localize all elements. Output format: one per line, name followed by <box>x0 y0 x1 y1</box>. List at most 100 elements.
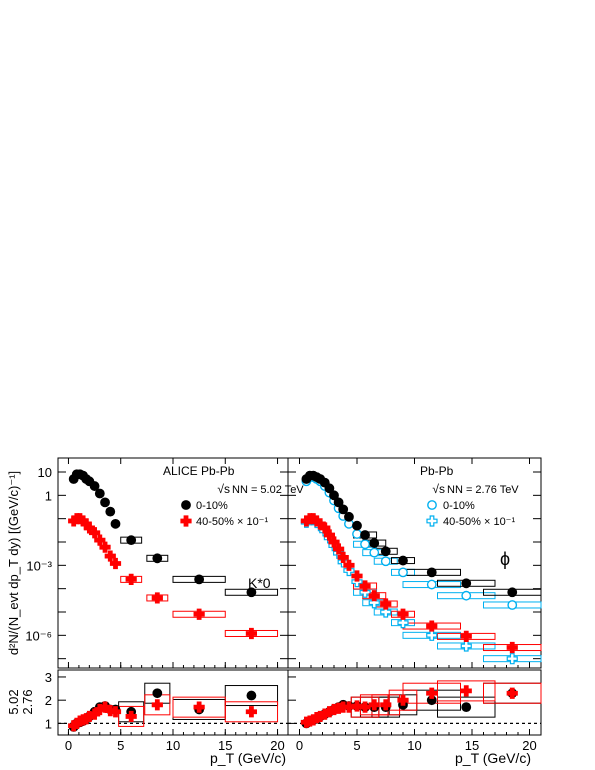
ratio-tick-label: 1 <box>45 716 52 731</box>
sys-box <box>483 682 542 704</box>
sys-box <box>118 705 145 727</box>
filled-cross-marker <box>380 699 392 711</box>
filled-cross-marker <box>88 708 101 720</box>
filled-circle-marker <box>398 555 408 566</box>
filled-cross-marker <box>245 627 258 640</box>
filled-cross-marker <box>125 710 137 723</box>
filled-circle-marker <box>507 587 518 598</box>
filled-cross-marker <box>380 598 392 610</box>
ratio-title-bottom: 2.76 <box>20 689 35 714</box>
data-markers <box>68 469 518 732</box>
filled-cross-marker <box>460 630 472 643</box>
open-cross-marker <box>426 629 438 641</box>
systematic-boxes <box>118 531 542 727</box>
x-tick-label: 10 <box>166 738 180 753</box>
open-circle-marker <box>380 556 391 567</box>
open-circle-marker <box>352 529 362 539</box>
filled-cross-marker <box>343 701 355 713</box>
filled-circle-marker <box>110 518 121 529</box>
filled-circle-marker <box>329 490 339 501</box>
filled-cross-marker <box>351 700 363 712</box>
filled-cross-marker <box>397 694 409 706</box>
open-cross-marker <box>397 617 409 629</box>
filled-cross-marker <box>368 590 380 602</box>
y-tick-label: 1 <box>45 488 52 503</box>
filled-cross-marker <box>333 543 345 555</box>
filled-circle-marker <box>344 511 354 522</box>
open-cross-marker <box>426 515 438 527</box>
filled-circle-marker <box>246 690 257 701</box>
open-circle-marker <box>398 567 408 578</box>
filled-circle-marker <box>89 481 100 491</box>
open-cross-marker <box>460 640 472 652</box>
x-axis-title: p_T (GeV/c) <box>455 750 531 766</box>
x-tick-label: 15 <box>218 738 232 753</box>
x-tick-label: 0 <box>296 738 303 753</box>
filled-circle-marker <box>426 567 437 578</box>
filled-circle-marker <box>152 688 163 699</box>
filled-circle-marker <box>352 520 362 531</box>
x-tick-label: 5 <box>353 738 360 753</box>
filled-cross-marker <box>359 701 371 713</box>
x-tick-label: 5 <box>117 738 124 753</box>
sys-box <box>437 696 496 718</box>
open-cross-marker <box>380 606 392 618</box>
x-tick-label: 0 <box>65 738 72 753</box>
filled-cross-marker <box>426 620 438 632</box>
y-tick-label: 10⁻⁶ <box>25 628 52 643</box>
open-circle-marker <box>369 547 380 558</box>
y-tick-label: 10⁻³ <box>26 558 52 573</box>
open-circle-marker <box>461 590 472 601</box>
ratio-tick-label: 2 <box>45 693 52 708</box>
filled-cross-marker <box>104 550 116 562</box>
text-labels: 0 5 10 15 20 0 5 10 15 20 10 1 10⁻³ 10⁻⁶ 1 2 3 d²N/(N_evt… <box>6 464 537 766</box>
filled-circle-marker <box>246 587 257 598</box>
filled-cross-marker <box>359 580 371 592</box>
x-tick-label: 15 <box>465 738 479 753</box>
filled-circle-marker <box>105 506 116 517</box>
legend-entry: 0-10% <box>443 500 475 512</box>
particle-label: ϕ <box>500 549 510 569</box>
open-circle-marker <box>360 539 370 550</box>
x-tick-label: 10 <box>407 738 421 753</box>
filled-cross-marker <box>343 559 355 571</box>
filled-circle-marker <box>461 578 472 589</box>
ratio-frame-1 <box>287 669 542 736</box>
x-tick-label: 20 <box>522 738 536 753</box>
legend-entry: 0-10% <box>196 500 228 512</box>
filled-cross-marker <box>351 570 363 582</box>
filled-cross-marker <box>426 687 438 699</box>
filled-circle-marker <box>380 546 391 557</box>
open-circle-marker <box>426 579 437 590</box>
sys-box <box>437 680 496 702</box>
filled-circle-marker <box>152 553 163 564</box>
panel-header: ALICE Pb-Pb <box>163 464 235 478</box>
axes <box>57 457 542 736</box>
sqrt-s-label: √s <box>217 482 230 496</box>
filled-cross-marker <box>109 557 122 570</box>
filled-cross-marker <box>125 573 137 585</box>
filled-circle-marker <box>194 574 205 585</box>
particle-label: K*0 <box>248 575 271 591</box>
filled-circle-marker <box>333 497 344 508</box>
filled-circle-marker <box>369 538 380 548</box>
filled-cross-marker <box>151 592 163 604</box>
legend-entry: 40-50% × 10⁻¹ <box>443 516 515 528</box>
filled-cross-marker <box>193 608 205 620</box>
y-tick-label: 10 <box>38 465 52 480</box>
filled-circle-marker <box>126 535 137 546</box>
filled-circle-marker <box>100 497 110 508</box>
filled-cross-marker <box>109 706 122 718</box>
x-axis-title: p_T (GeV/c) <box>210 750 286 766</box>
sys-box <box>224 701 279 723</box>
filled-circle-marker <box>324 483 335 494</box>
filled-circle-marker <box>181 500 191 510</box>
filled-cross-marker <box>245 706 258 718</box>
filled-circle-marker <box>338 504 349 515</box>
energy-label: NN = 5.02 TeV <box>232 484 304 496</box>
filled-cross-marker <box>460 685 472 697</box>
open-circle-marker <box>507 600 518 610</box>
open-circle-marker <box>427 500 437 510</box>
filled-cross-marker <box>397 608 409 620</box>
